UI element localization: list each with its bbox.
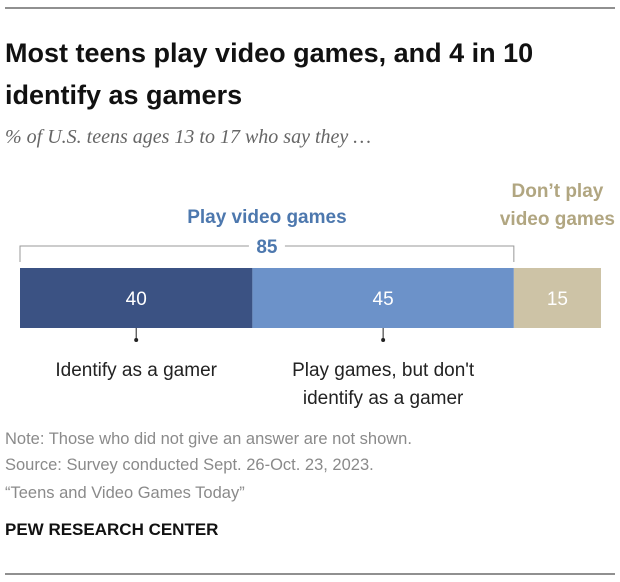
group-label: Play video games	[187, 207, 347, 228]
value-label: 45	[373, 289, 394, 310]
bracket-gap	[248, 238, 285, 254]
value-label: 15	[547, 289, 568, 310]
note: Note: Those who did not give an answer a…	[5, 430, 412, 448]
leader-dot	[381, 338, 386, 342]
segment-label: Don’t play video games	[499, 181, 615, 230]
leader-dot	[134, 338, 139, 342]
org-name: PEW RESEARCH CENTER	[5, 520, 219, 539]
bar-segment	[252, 268, 514, 328]
segment-label: Play games, but don't identify as a game…	[292, 360, 475, 409]
report-title: “Teens and Video Games Today”	[5, 484, 245, 502]
bar-segment	[20, 268, 253, 328]
value-label: 40	[126, 289, 147, 310]
chart-title: Most teens play video games, and 4 in 10…	[5, 38, 534, 110]
source: Source: Survey conducted Sept. 26-Oct. 2…	[5, 456, 374, 474]
bar-segment	[513, 268, 601, 328]
segment-label: Identify as a gamer	[55, 360, 217, 381]
group-total: 85	[256, 237, 278, 258]
chart-subtitle: % of U.S. teens ages 13 to 17 who say th…	[5, 126, 372, 148]
